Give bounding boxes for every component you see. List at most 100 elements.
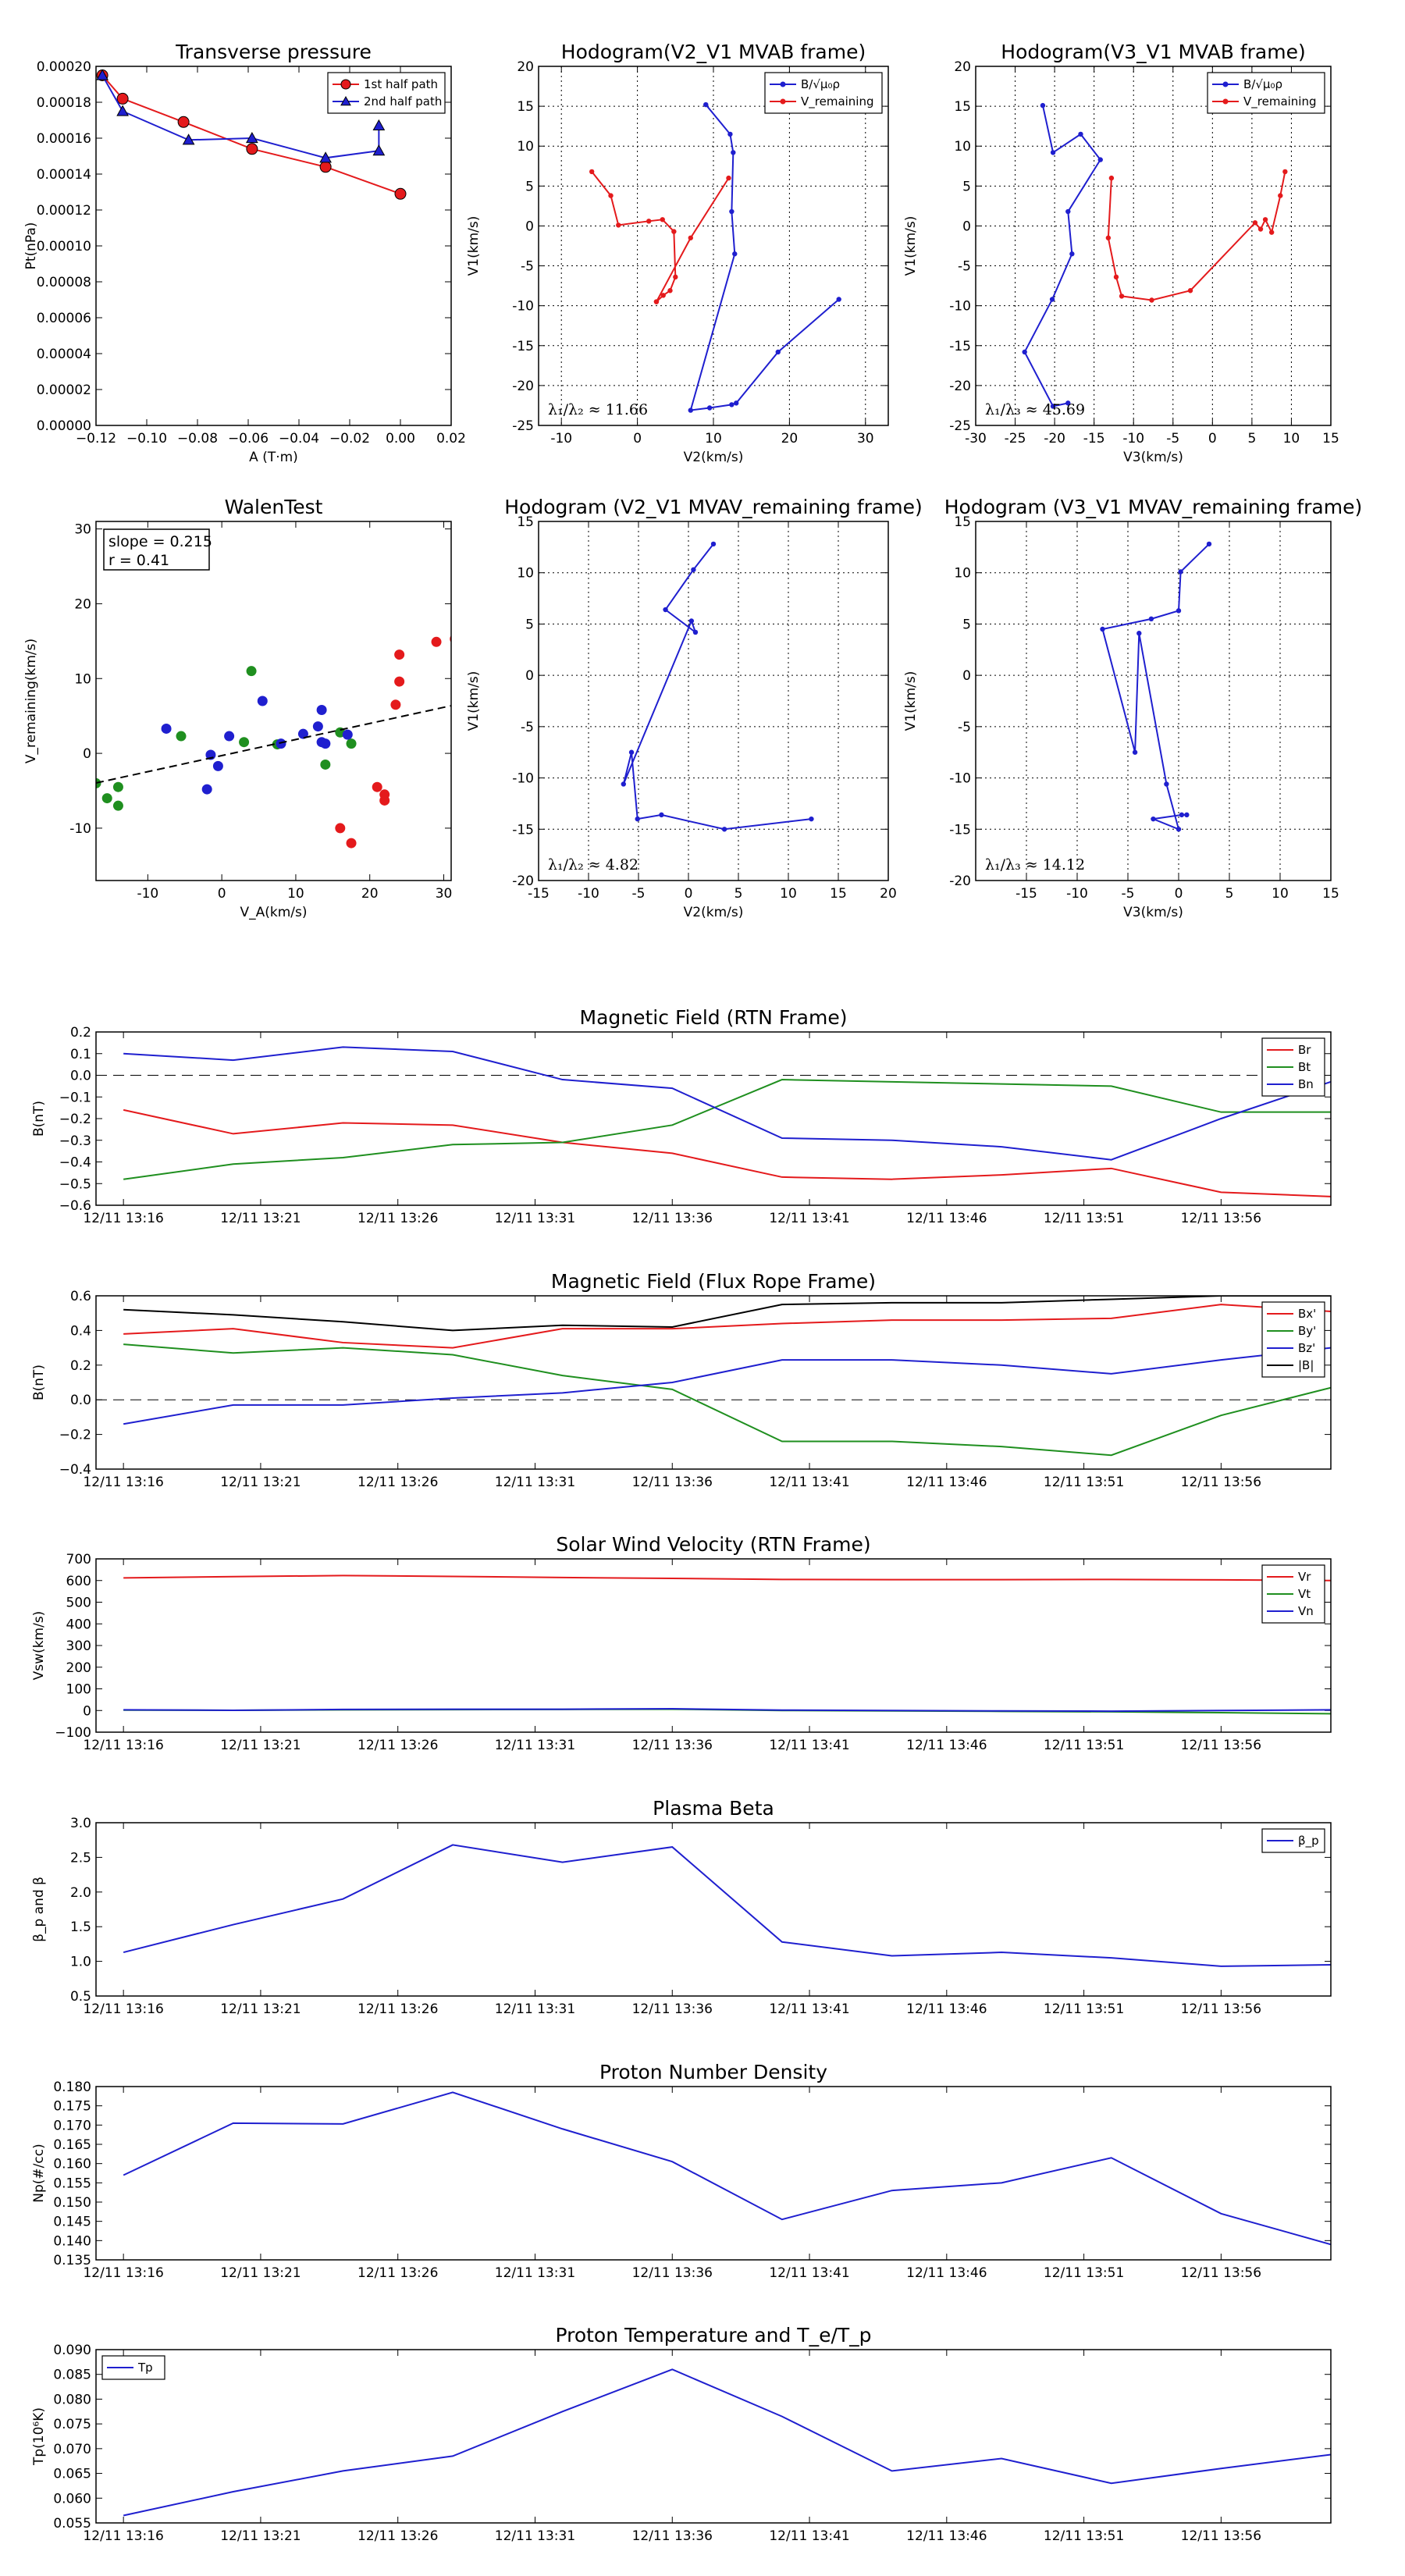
data-point: [653, 299, 660, 304]
x-axis-label: A (T·m): [249, 450, 298, 465]
chart-title: Transverse pressure: [175, 41, 372, 63]
x-tick-label: 12/11 13:46: [906, 1475, 987, 1490]
y-tick-label: -15: [949, 822, 971, 838]
x-tick-label: 5: [735, 886, 743, 902]
x-tick-label: 12/11 13:16: [83, 1475, 163, 1490]
data-point: [1097, 157, 1103, 162]
legend-label: β_p: [1298, 1834, 1319, 1848]
y-tick-label: -15: [512, 339, 534, 354]
legend-label: Bn: [1298, 1077, 1314, 1091]
x-tick-label: 12/11 13:51: [1044, 1475, 1124, 1490]
x-tick-label: 12/11 13:51: [1044, 2528, 1124, 2544]
data-point: [691, 567, 696, 572]
y-tick-label: 300: [66, 1638, 91, 1654]
x-tick-label: -10: [578, 886, 599, 902]
x-tick-label: −0.10: [126, 431, 167, 447]
data-point: [346, 838, 357, 849]
data-point: [212, 760, 223, 771]
x-tick-label: 0: [1208, 431, 1217, 447]
legend: Tp: [101, 2355, 165, 2380]
data-point: [671, 229, 677, 234]
data-point: [775, 349, 781, 355]
data-point: [732, 251, 738, 257]
x-tick-label: 30: [857, 431, 874, 447]
x-tick-label: 10: [705, 431, 722, 447]
x-tick-label: 20: [361, 886, 379, 902]
y-tick-label: 0.080: [53, 2392, 91, 2407]
data-point: [177, 116, 190, 128]
y-tick-label: 0.135: [53, 2253, 91, 2268]
x-tick-label: 12/11 13:26: [357, 2265, 438, 2281]
y-tick-label: −0.2: [59, 1112, 91, 1127]
y-tick-label: 1.5: [70, 1920, 91, 1935]
y-tick-label: -10: [512, 299, 534, 315]
chart-solar_wind_velocity: Solar Wind Velocity (RTN Frame) 12/11 13:…: [31, 1533, 1332, 1753]
legend-marker: [1222, 98, 1229, 105]
data-point: [726, 175, 731, 181]
data-point: [319, 161, 332, 173]
plot-area: [123, 1844, 1331, 1967]
y-tick-label: 0.085: [53, 2368, 91, 2383]
legend-label: 1st half path: [364, 77, 438, 91]
plot-frame: [95, 66, 452, 426]
x-tick-label: -5: [632, 886, 646, 902]
y-tick-label: 0: [83, 746, 91, 762]
plot-frame: [95, 1295, 1332, 1470]
x-tick-label: -5: [1166, 431, 1179, 447]
chart-proton_number_density: Proton Number Density 12/11 13:16 12/11 13…: [31, 2061, 1332, 2281]
x-tick-label: 12/11 13:31: [495, 1738, 575, 1753]
x-axis-label: V3(km/s): [1123, 905, 1183, 920]
x-tick-label: 12/11 13:21: [220, 1211, 301, 1226]
legend-label: V_remaining: [1243, 94, 1317, 109]
data-point: [312, 721, 323, 732]
x-tick-label: -5: [1122, 886, 1135, 902]
data-point: [342, 729, 353, 740]
y-tick-label: 20: [74, 596, 91, 612]
x-tick-label: 0.00: [386, 431, 415, 447]
x-tick-label: 12/11 13:31: [495, 2001, 575, 2017]
data-point: [673, 274, 678, 280]
x-tick-label: 12/11 13:36: [632, 2528, 713, 2544]
y-tick-label: 5: [525, 179, 534, 194]
series-line: [689, 104, 840, 411]
x-tick-label: 12/11 13:41: [769, 1738, 849, 1753]
data-point: [628, 749, 635, 755]
stats-box: [103, 528, 210, 571]
x-tick-label: 12/11 13:56: [1181, 1475, 1261, 1490]
data-point: [1049, 297, 1055, 302]
chart-title: Magnetic Field (Flux Rope Frame): [551, 1270, 876, 1293]
y-tick-label: 0.090: [53, 2343, 91, 2358]
chart-hodogram_v2_mvav: Hodogram (V2_V1 MVAV_remaining frame) -15…: [466, 496, 923, 920]
y-tick-label: 0: [525, 668, 534, 684]
data-point: [660, 293, 666, 298]
data-point: [692, 629, 699, 635]
eigen-ratio-label: λ₁/λ₃ ≈ 14.12: [985, 856, 1085, 873]
y-tick-label: 0.5: [70, 1989, 91, 2005]
x-tick-label: 15: [1322, 886, 1339, 902]
data-point: [346, 738, 357, 749]
y-tick-label: -10: [69, 821, 91, 837]
x-tick-label: 12/11 13:46: [906, 1211, 987, 1226]
y-axis-label: V1(km/s): [466, 671, 482, 731]
legend-box: [327, 72, 446, 114]
data-point: [1184, 812, 1190, 818]
y-tick-label: 15: [517, 99, 534, 115]
y-tick-label: 15: [954, 514, 971, 530]
data-point: [608, 193, 614, 198]
x-tick-label: 0: [633, 431, 642, 447]
chart-title: Proton Temperature and T_e/T_p: [555, 2324, 871, 2347]
plot-area: [96, 635, 451, 849]
y-tick-label: 0.140: [53, 2233, 91, 2249]
data-point: [239, 737, 250, 748]
y-tick-label: 0.145: [53, 2215, 91, 2230]
chart-title: Hodogram (V3_V1 MVAV_remaining frame): [944, 496, 1363, 518]
data-point: [1105, 235, 1112, 240]
x-tick-label: 12/11 13:56: [1181, 1738, 1261, 1753]
y-tick-label: 0.0: [70, 1069, 91, 1084]
chart-title: Hodogram (V2_V1 MVAV_remaining frame): [504, 496, 923, 518]
x-tick-label: 10: [287, 886, 304, 902]
x-tick-label: 10: [1272, 886, 1289, 902]
data-point: [727, 131, 733, 137]
x-tick-label: 12/11 13:51: [1044, 1738, 1124, 1753]
y-tick-label: 0.00010: [37, 239, 91, 254]
